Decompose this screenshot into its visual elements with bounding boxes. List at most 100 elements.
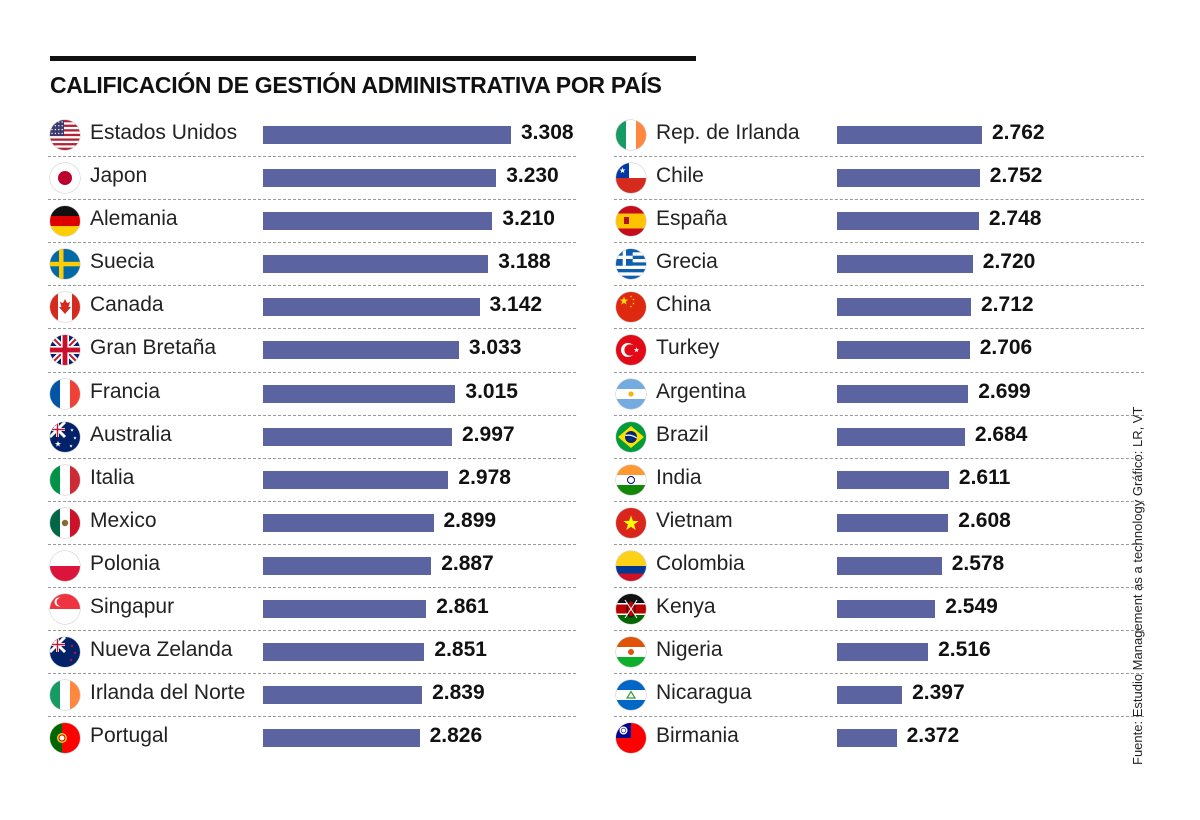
- flag-chile-icon: [616, 163, 646, 194]
- flag-germany-icon: [50, 206, 80, 237]
- value-label: 3.230: [506, 164, 559, 188]
- value-label: 2.372: [906, 724, 960, 748]
- country-label: Chile: [656, 164, 704, 188]
- flag-france-icon: [50, 378, 80, 409]
- country-label: Mexico: [90, 508, 157, 532]
- country-label: Gran Bretaña: [90, 336, 217, 360]
- chart-column-right: Rep. de Irlanda 2.762 Chile 2.752 España 2.74…: [614, 114, 1144, 760]
- flag-taiwan-icon: [616, 723, 646, 754]
- chart-row: Australia 2.997: [48, 416, 576, 459]
- country-label: Turkey: [656, 336, 720, 360]
- bar: [263, 427, 452, 446]
- flag-usa-icon: [50, 120, 80, 150]
- chart-row: Alemania 3.210: [48, 200, 576, 244]
- chart-row: Mexico 2.899: [48, 502, 576, 545]
- chart-row: Vietnam 2.608: [614, 502, 1144, 545]
- chart-row: Brazil 2.684: [614, 416, 1144, 459]
- bar: [263, 212, 493, 231]
- value-label: 2.720: [982, 250, 1036, 274]
- chart-title: CALIFICACIÓN DE GESTIÓN ADMINISTRATIVA P…: [50, 72, 662, 98]
- bar: [263, 341, 459, 360]
- country-label: Irlanda del Norte: [90, 681, 246, 705]
- value-label: 3.308: [521, 121, 574, 144]
- bar: [837, 427, 965, 446]
- value-label: 3.210: [502, 207, 555, 231]
- country-label: España: [656, 207, 728, 231]
- flag-portugal-icon: [50, 723, 80, 754]
- value-label: 3.033: [468, 336, 522, 360]
- value-label: 3.142: [489, 293, 543, 317]
- bar: [263, 298, 480, 317]
- value-label: 2.516: [938, 638, 991, 662]
- value-label: 2.861: [436, 595, 489, 619]
- bar: [837, 341, 970, 360]
- bar: [837, 169, 980, 188]
- value-label: 2.549: [945, 595, 998, 619]
- country-label: Portugal: [90, 724, 169, 748]
- chart-row: Nueva Zelanda 2.851: [48, 631, 576, 675]
- chart-row: Irlanda del Norte 2.839: [48, 674, 576, 718]
- country-label: China: [656, 293, 711, 317]
- value-label: 2.397: [912, 681, 965, 705]
- bar: [263, 513, 434, 532]
- flag-niger-icon: [616, 637, 646, 668]
- source-credit: Fuente: Estudio Management as a technolo…: [1130, 406, 1145, 765]
- bar: [837, 513, 949, 532]
- bar: [263, 686, 423, 705]
- chart-row: Canada 3.142: [48, 286, 576, 330]
- chart-row: Colombia 2.578: [614, 545, 1144, 589]
- value-label: 2.839: [432, 681, 485, 705]
- bar: [837, 212, 979, 231]
- chart-row: Nigeria 2.516: [614, 631, 1144, 675]
- flag-new-zealand-icon: [50, 637, 80, 668]
- value-label: 2.752: [989, 164, 1043, 188]
- value-label: 2.684: [974, 422, 1028, 446]
- chart-row: India 2.611: [614, 459, 1144, 502]
- chart-row: España 2.748: [614, 200, 1144, 244]
- bar: [263, 169, 497, 188]
- bar: [263, 255, 489, 274]
- flag-india-icon: [616, 464, 646, 495]
- bar: [837, 255, 973, 274]
- bar: [837, 556, 942, 575]
- chart-row: Rep. de Irlanda 2.762: [614, 114, 1144, 158]
- country-label: Francia: [90, 379, 161, 403]
- chart-row: Francia 3.015: [48, 373, 576, 416]
- value-label: 3.188: [498, 250, 551, 274]
- flag-kenya-icon: [616, 594, 646, 625]
- country-label: Colombia: [656, 551, 745, 575]
- value-label: 2.608: [958, 508, 1011, 532]
- bar: [837, 686, 903, 705]
- chart-row: Turkey 2.706: [614, 329, 1144, 373]
- country-label: Argentina: [656, 379, 746, 403]
- chart-row: Grecia 2.720: [614, 243, 1144, 287]
- country-label: Nigeria: [656, 638, 723, 662]
- flag-spain-icon: [616, 206, 646, 237]
- flag-ireland-icon: [50, 680, 80, 711]
- bar: [837, 729, 897, 748]
- bar: [263, 470, 449, 489]
- country-label: Polonia: [90, 551, 161, 575]
- value-label: 2.887: [441, 551, 494, 575]
- value-label: 2.706: [979, 336, 1033, 360]
- country-label: Singapur: [90, 595, 175, 619]
- chart-row: Polonia 2.887: [48, 545, 576, 589]
- chart-row: Nicaragua 2.397: [614, 674, 1144, 718]
- flag-argentina-icon: [616, 378, 646, 409]
- country-label: Alemania: [90, 207, 178, 231]
- chart-row: Gran Bretaña 3.033: [48, 329, 576, 373]
- chart-row: China 2.712: [614, 286, 1144, 330]
- top-rule: [50, 56, 696, 61]
- value-label: 2.699: [978, 379, 1031, 403]
- flag-nicaragua-icon: [616, 680, 646, 711]
- country-label: Vietnam: [656, 508, 733, 532]
- value-label: 2.611: [958, 465, 1011, 489]
- country-label: Grecia: [656, 250, 718, 274]
- flag-turkey-icon: [616, 335, 646, 366]
- value-label: 2.997: [462, 422, 515, 446]
- chart-column-left: Estados Unidos 3.308 Japon 3.230 Alemania 3.2…: [48, 114, 576, 760]
- bar: [263, 600, 427, 619]
- value-label: 2.978: [458, 465, 511, 489]
- bar: [837, 470, 949, 489]
- flag-mexico-icon: [50, 507, 80, 538]
